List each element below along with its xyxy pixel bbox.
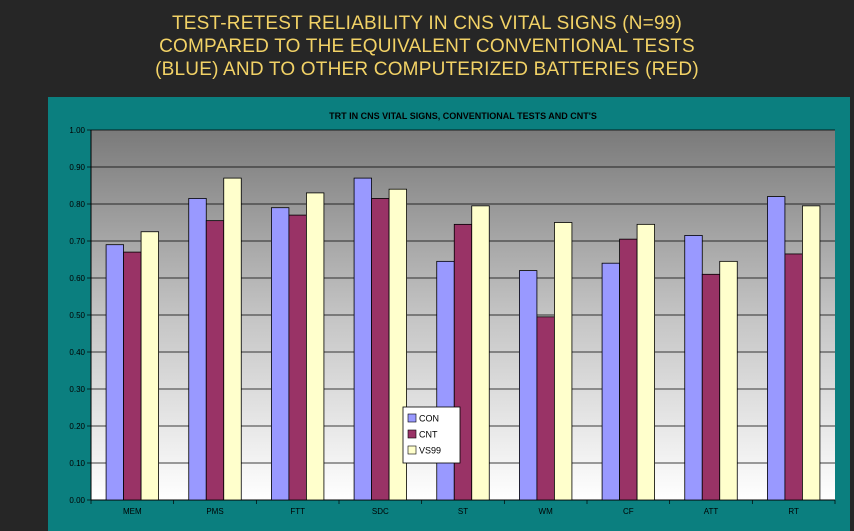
x-tick-label: RT: [788, 507, 799, 516]
y-tick-label: 0.10: [69, 459, 85, 468]
bar-con-st: [436, 260, 455, 501]
bar-vs99-mem: [140, 231, 159, 501]
bar-con-cf: [601, 262, 620, 501]
y-tick-label: 0.90: [69, 163, 85, 172]
bar-con-att: [684, 235, 703, 501]
y-tick-label: 0.40: [69, 348, 85, 357]
bar-cnt-wm: [536, 316, 555, 501]
bar-vs99-cf: [636, 223, 655, 501]
bar-con-pms: [188, 198, 207, 501]
slide-title-line-3: (BLUE) AND TO OTHER COMPUTERIZED BATTERI…: [155, 59, 699, 80]
bar-vs99-rt: [802, 205, 821, 501]
y-tick-label: 0.20: [69, 422, 85, 431]
bar-chart: TRT IN CNS VITAL SIGNS, CONVENTIONAL TES…: [69, 111, 836, 516]
y-tick-label: 0.60: [69, 274, 85, 283]
legend-label-con: CON: [419, 414, 439, 424]
slide-title: TEST-RETEST RELIABILITY IN CNS VITAL SIG…: [0, 12, 854, 81]
legend-swatch-cnt: [407, 429, 417, 439]
legend-label-vs99: VS99: [419, 446, 441, 456]
bar-con-ftt: [271, 207, 290, 501]
x-tick-label: MEM: [123, 507, 142, 516]
y-tick-label: 0.00: [69, 496, 85, 505]
bar-cnt-ftt: [288, 214, 307, 501]
bar-con-wm: [519, 270, 538, 501]
legend-swatch-con: [407, 413, 417, 423]
chart-title: TRT IN CNS VITAL SIGNS, CONVENTIONAL TES…: [329, 111, 597, 121]
bar-cnt-cf: [619, 238, 638, 501]
bar-con-rt: [767, 196, 786, 501]
x-tick-label: PMS: [206, 507, 223, 516]
bar-cnt-att: [701, 273, 721, 501]
x-tick-label: SDC: [372, 507, 389, 516]
x-tick-label: FTT: [290, 507, 305, 516]
x-tick-label: ATT: [704, 507, 719, 516]
y-tick-label: 0.70: [69, 237, 85, 246]
y-tick-label: 0.50: [69, 311, 85, 320]
x-tick-label: CF: [623, 507, 634, 516]
y-tick-label: 0.30: [69, 385, 85, 394]
x-tick-label: WM: [539, 507, 554, 516]
bar-vs99-sdc: [388, 188, 407, 501]
bar-vs99-st: [471, 205, 490, 501]
bar-con-mem: [105, 244, 124, 501]
legend-swatch-vs99: [407, 445, 417, 455]
bar-vs99-ftt: [306, 192, 325, 501]
bar-cnt-mem: [123, 251, 142, 501]
slide-title-line-1: TEST-RETEST RELIABILITY IN CNS VITAL SIG…: [171, 13, 683, 34]
y-tick-label: 0.80: [69, 200, 85, 209]
x-tick-label: ST: [458, 507, 468, 516]
bar-cnt-pms: [205, 220, 225, 501]
bar-con-sdc: [353, 177, 372, 501]
y-tick-label: 1.00: [69, 126, 85, 135]
bar-vs99-pms: [223, 177, 242, 501]
legend-label-cnt: CNT: [419, 430, 438, 440]
slide-title-line-2: COMPARED TO THE EQUIVALENT CONVENTIONAL …: [159, 36, 695, 57]
bar-vs99-att: [719, 260, 738, 501]
chart-panel: TRT IN CNS VITAL SIGNS, CONVENTIONAL TES…: [48, 97, 850, 531]
bar-vs99-wm: [554, 222, 573, 501]
bar-cnt-rt: [784, 253, 803, 501]
bar-cnt-sdc: [371, 198, 390, 501]
